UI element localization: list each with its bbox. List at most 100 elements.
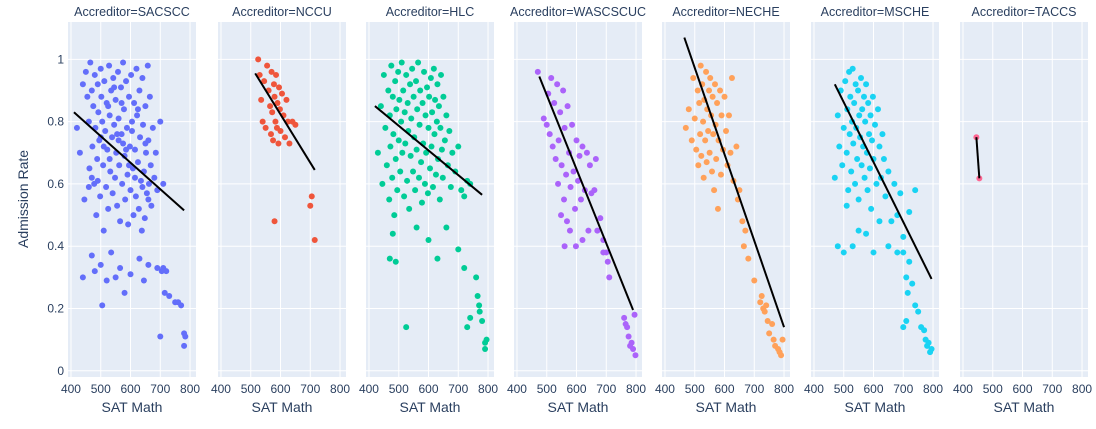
data-point [447,184,454,191]
data-point [473,274,480,281]
data-point [888,218,895,225]
data-point [111,121,118,128]
data-point [400,87,407,94]
data-point [178,302,185,309]
data-point [464,324,471,331]
data-point [97,193,104,200]
x-axis-label: SAT Math [548,399,609,415]
data-point [474,293,481,300]
data-point [418,159,425,166]
data-point [439,174,446,181]
data-point [95,109,102,116]
data-point [576,152,583,159]
facet-panel: 400 500 600 700 800 SAT Math Accreditor=MSCHE [804,5,943,415]
data-point [718,112,725,119]
data-point [597,215,604,222]
facet-panel: 400 500 600 700 800 SAT Math Accreditor=NCCU [211,5,350,415]
data-point [105,103,112,110]
facet-title: Accreditor=NCCU [232,5,332,19]
trend-line [73,111,185,212]
data-point [79,81,86,88]
data-point [561,243,568,250]
data-point [117,218,124,225]
data-point [142,103,149,110]
data-point [139,184,146,191]
data-point [711,81,718,88]
plot-background [218,22,346,377]
data-point [259,118,266,125]
data-point [380,71,387,78]
data-point [392,258,399,265]
data-point [100,227,107,234]
x-tick-label: 700 [150,382,170,396]
data-point [427,75,434,82]
data-point [101,78,108,85]
data-point [258,96,265,103]
data-point [134,106,141,113]
data-point [700,118,707,125]
data-point [134,112,141,119]
data-point [136,255,143,262]
data-point [163,268,170,275]
plot-background [960,22,1088,377]
data-point [281,134,288,141]
data-point [127,187,134,194]
data-point [128,71,135,78]
x-tick-label: 700 [448,382,468,396]
x-tick-label: 600 [863,382,883,396]
data-point [131,99,138,106]
data-point [138,227,145,234]
data-point [632,352,639,359]
data-point [121,289,128,296]
data-point [549,143,556,150]
x-axis-label: SAT Math [102,399,163,415]
data-point [876,143,883,150]
data-point [140,121,147,128]
data-point [408,115,415,122]
data-point [388,62,395,69]
data-point [76,149,83,156]
data-point [413,224,420,231]
x-tick-label: 700 [300,382,320,396]
data-point [151,174,158,181]
x-tick-label: 600 [418,382,438,396]
data-point [271,218,278,225]
data-point [455,143,462,150]
data-point [106,156,113,163]
data-point [432,96,439,103]
data-point [594,227,601,234]
data-point [79,274,86,281]
x-tick-label: 800 [1072,382,1092,396]
data-point [136,87,143,94]
x-axis-label: SAT Math [994,399,1055,415]
data-point [108,249,115,256]
data-point [438,71,445,78]
data-point [876,218,883,225]
data-point [262,124,269,131]
data-point [624,324,631,331]
data-point [386,196,393,203]
data-point [115,115,122,122]
data-point [308,193,315,200]
data-point [404,177,411,184]
data-point [852,81,859,88]
facet-title: Accreditor=TACCS [971,5,1076,19]
data-point [859,106,866,113]
data-point [706,87,713,94]
data-point [394,187,401,194]
data-point [575,177,581,184]
data-point [763,302,770,309]
data-point [115,137,122,144]
x-tick-label: 500 [241,382,261,396]
data-point [120,106,127,113]
data-point [88,87,95,94]
x-tick-label: 500 [983,382,1003,396]
data-point [120,59,127,66]
data-point [925,339,932,346]
data-point [124,171,131,178]
data-point [418,199,425,206]
data-point [161,289,168,296]
data-point [286,140,293,147]
data-point [591,187,598,194]
